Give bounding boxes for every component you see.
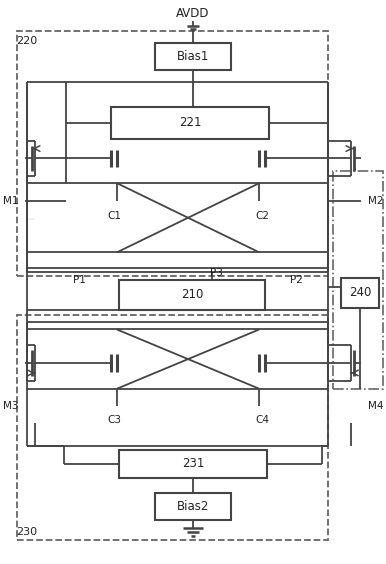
Bar (17, 31, 328, 276)
Bar (341, 278, 379, 308)
Text: C4: C4 (255, 416, 269, 425)
Text: 240: 240 (349, 287, 371, 299)
Text: M2: M2 (368, 196, 383, 206)
Text: P2: P2 (290, 275, 303, 285)
Text: 221: 221 (179, 116, 201, 129)
Text: M3: M3 (3, 400, 18, 411)
Bar (334, 171, 383, 389)
Text: P3: P3 (210, 268, 223, 278)
Text: 230: 230 (16, 527, 37, 537)
Text: 220: 220 (16, 36, 37, 46)
Bar (111, 107, 269, 139)
Text: C1: C1 (107, 211, 121, 221)
Text: C2: C2 (255, 211, 269, 221)
Bar (17, 315, 328, 540)
Bar (156, 43, 230, 70)
Text: M1: M1 (3, 196, 18, 206)
Text: 231: 231 (182, 457, 204, 470)
Bar (119, 280, 265, 310)
Text: M4: M4 (368, 400, 383, 411)
Text: Bias1: Bias1 (177, 50, 209, 63)
Text: Bias2: Bias2 (177, 500, 209, 513)
Bar (119, 450, 267, 478)
Text: 210: 210 (181, 288, 203, 301)
Text: P1: P1 (73, 275, 86, 285)
Text: C3: C3 (107, 416, 121, 425)
Text: AVDD: AVDD (176, 7, 210, 20)
Bar (156, 492, 230, 520)
